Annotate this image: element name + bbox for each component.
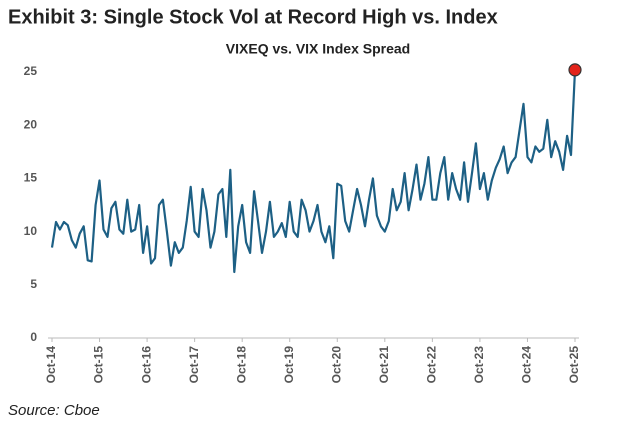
y-tick-label: 15 xyxy=(24,171,38,185)
x-tick-label: Oct-20 xyxy=(329,346,343,384)
x-tick-label: Oct-15 xyxy=(92,346,106,384)
data-line xyxy=(50,69,577,274)
x-tick-label: Oct-23 xyxy=(472,346,486,384)
x-tick-label: Oct-16 xyxy=(139,346,153,384)
chart-title: Exhibit 3: Single Stock Vol at Record Hi… xyxy=(8,6,498,28)
source-note: Source: Cboe xyxy=(8,402,100,419)
x-tick-label: Oct-14 xyxy=(44,346,58,384)
highlight-point xyxy=(568,63,582,77)
x-tick-label: Oct-24 xyxy=(520,346,534,384)
y-tick-label: 5 xyxy=(30,277,37,291)
x-tick-label: Oct-22 xyxy=(425,346,439,384)
y-tick-label: 25 xyxy=(24,64,38,78)
y-tick-label: 10 xyxy=(24,224,38,238)
x-tick-label: Oct-21 xyxy=(377,346,391,384)
y-tick-label: 0 xyxy=(30,330,37,344)
x-tick-label: Oct-18 xyxy=(234,346,248,384)
x-tick-label: Oct-25 xyxy=(567,346,581,384)
y-tick-label: 20 xyxy=(24,117,38,131)
x-tick-label: Oct-19 xyxy=(282,346,296,384)
x-tick-label: Oct-17 xyxy=(187,346,201,384)
chart-subtitle: VIXEQ vs. VIX Index Spread xyxy=(226,41,410,57)
